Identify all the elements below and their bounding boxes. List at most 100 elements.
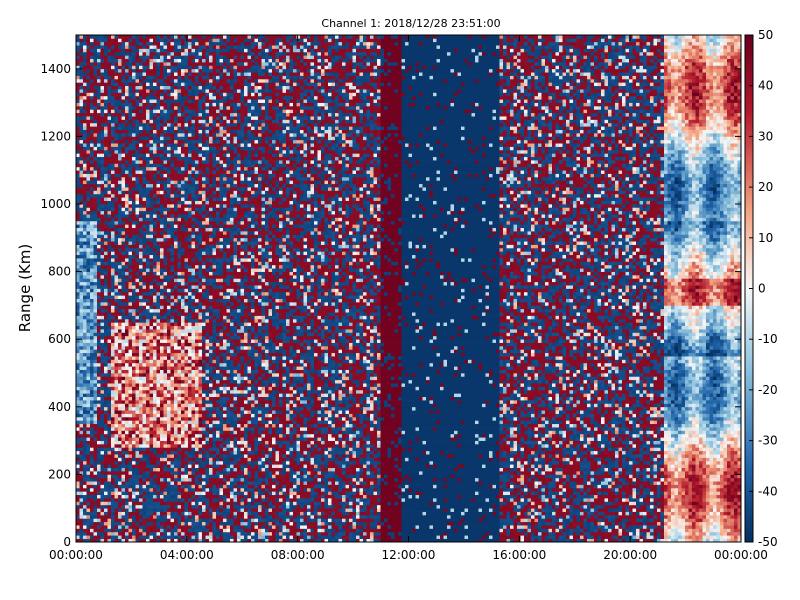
heatmap-cell bbox=[80, 59, 84, 63]
heatmap-cell bbox=[157, 454, 161, 458]
heatmap-cell bbox=[178, 214, 182, 218]
heatmap-cell bbox=[108, 329, 112, 333]
heatmap-cell bbox=[108, 302, 112, 306]
heatmap-cell bbox=[104, 255, 108, 259]
heatmap-cell bbox=[101, 458, 105, 462]
heatmap-cell bbox=[160, 403, 164, 407]
heatmap-cell bbox=[90, 130, 94, 134]
heatmap-cell bbox=[101, 319, 105, 323]
heatmap-cell bbox=[178, 319, 182, 323]
heatmap-cell bbox=[178, 292, 182, 296]
heatmap-cell bbox=[104, 261, 108, 265]
heatmap-cell bbox=[132, 133, 136, 137]
heatmap-cell bbox=[136, 444, 140, 448]
heatmap-cell bbox=[80, 522, 84, 526]
heatmap-cell bbox=[167, 140, 171, 144]
heatmap-cell bbox=[188, 343, 192, 347]
heatmap-cell bbox=[111, 359, 115, 363]
heatmap-cell bbox=[115, 113, 119, 117]
heatmap-cell bbox=[132, 434, 136, 438]
heatmap-cell bbox=[185, 65, 189, 69]
heatmap-cell bbox=[171, 312, 175, 316]
heatmap-cell bbox=[146, 393, 150, 397]
heatmap-cell bbox=[122, 410, 126, 414]
heatmap-cell bbox=[174, 471, 178, 475]
heatmap-cell bbox=[122, 444, 126, 448]
heatmap-cell bbox=[171, 268, 175, 272]
heatmap-cell bbox=[157, 69, 161, 73]
heatmap-cell bbox=[185, 157, 189, 161]
heatmap-cell bbox=[160, 177, 164, 181]
heatmap-cell bbox=[115, 366, 119, 370]
heatmap-cell bbox=[80, 261, 84, 265]
heatmap-cell bbox=[125, 458, 129, 462]
heatmap-cell bbox=[153, 363, 157, 367]
heatmap-cell bbox=[150, 245, 154, 249]
heatmap-cell bbox=[178, 336, 182, 340]
heatmap-cell bbox=[129, 177, 133, 181]
heatmap-cell bbox=[143, 302, 147, 306]
heatmap-cell bbox=[164, 35, 168, 39]
heatmap-cell bbox=[185, 393, 189, 397]
heatmap-cell bbox=[76, 163, 80, 167]
heatmap-cell bbox=[80, 42, 84, 46]
heatmap-cell bbox=[143, 59, 147, 63]
heatmap-cell bbox=[132, 204, 136, 208]
heatmap-cell bbox=[76, 82, 80, 86]
heatmap-cell bbox=[87, 292, 91, 296]
heatmap-cell bbox=[129, 309, 133, 313]
heatmap-cell bbox=[167, 79, 171, 83]
heatmap-cell bbox=[80, 106, 84, 110]
heatmap-cell bbox=[143, 140, 147, 144]
heatmap-cell bbox=[111, 72, 115, 76]
heatmap-cell bbox=[153, 157, 157, 161]
heatmap-cell bbox=[104, 113, 108, 117]
heatmap-cell bbox=[178, 194, 182, 198]
heatmap-cell bbox=[108, 268, 112, 272]
heatmap-cell bbox=[153, 309, 157, 313]
heatmap-cell bbox=[136, 370, 140, 374]
heatmap-cell bbox=[167, 376, 171, 380]
heatmap-cell bbox=[76, 464, 80, 468]
heatmap-cell bbox=[185, 130, 189, 134]
heatmap-cell bbox=[167, 329, 171, 333]
heatmap-cell bbox=[101, 451, 105, 455]
heatmap-cell bbox=[122, 197, 126, 201]
heatmap-cell bbox=[171, 366, 175, 370]
heatmap-cell bbox=[87, 332, 91, 336]
heatmap-cell bbox=[171, 319, 175, 323]
heatmap-cell bbox=[150, 522, 154, 526]
heatmap-cell bbox=[181, 319, 185, 323]
heatmap-cell bbox=[185, 113, 189, 117]
heatmap-cell bbox=[146, 495, 150, 499]
heatmap-cell bbox=[101, 316, 105, 320]
heatmap-cell bbox=[132, 45, 136, 49]
heatmap-cell bbox=[83, 55, 87, 59]
heatmap-cell bbox=[111, 393, 115, 397]
heatmap-cell bbox=[115, 251, 119, 255]
heatmap-cell bbox=[150, 231, 154, 235]
heatmap-cell bbox=[164, 329, 168, 333]
heatmap-cell bbox=[94, 35, 98, 39]
heatmap-cell bbox=[118, 336, 122, 340]
heatmap-cell bbox=[125, 49, 129, 53]
heatmap-cell bbox=[108, 528, 112, 532]
heatmap-cell bbox=[178, 255, 182, 259]
heatmap-cell bbox=[171, 153, 175, 157]
heatmap-cell bbox=[83, 99, 87, 103]
heatmap-cell bbox=[108, 150, 112, 154]
heatmap-cell bbox=[164, 265, 168, 269]
heatmap-cell bbox=[76, 251, 80, 255]
heatmap-cell bbox=[101, 370, 105, 374]
heatmap-cell bbox=[136, 282, 140, 286]
heatmap-cell bbox=[115, 444, 119, 448]
heatmap-cell bbox=[76, 275, 80, 279]
heatmap-cell bbox=[132, 96, 136, 100]
heatmap-cell bbox=[164, 55, 168, 59]
heatmap-cell bbox=[76, 478, 80, 482]
heatmap-cell bbox=[185, 518, 189, 522]
heatmap-cell bbox=[87, 96, 91, 100]
heatmap-cell bbox=[150, 312, 154, 316]
heatmap-cell bbox=[87, 471, 91, 475]
heatmap-cell bbox=[101, 170, 105, 174]
